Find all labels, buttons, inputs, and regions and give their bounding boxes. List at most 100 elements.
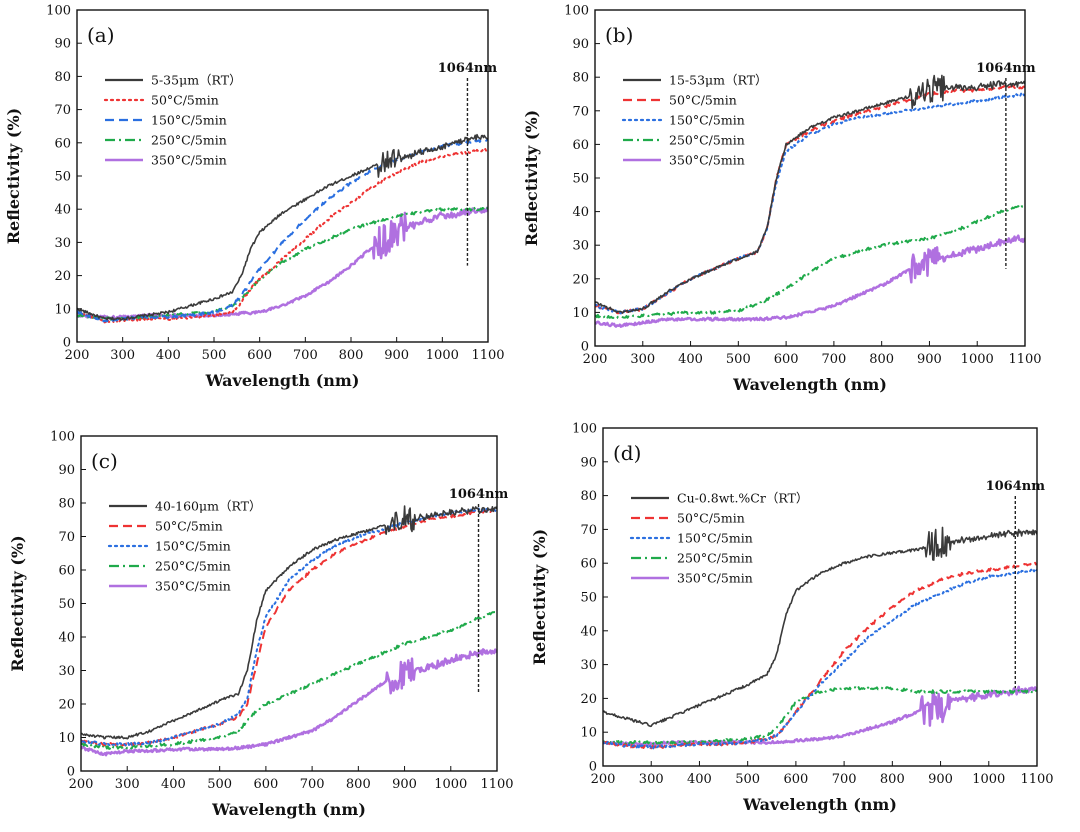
y-tick-label: 100 [572, 422, 597, 437]
series-group [595, 74, 1025, 328]
x-tick-label: 300 [110, 348, 135, 363]
y-tick-label: 10 [54, 302, 71, 317]
panel-a: 200 300 400 500 600 700 800 900 1000 1100 0 10 20 30 4… [4, 4, 505, 391]
series-line-4 [77, 206, 488, 320]
x-tick-label: 900 [928, 772, 953, 787]
series-line-0 [603, 526, 1037, 728]
legend-label-1: 50°C/5min [155, 519, 223, 534]
y-tick-label: 20 [58, 698, 75, 713]
y-tick-label: 50 [580, 591, 597, 606]
y-tick-label: 40 [572, 205, 589, 220]
x-tick-label: 600 [783, 772, 808, 787]
x-tick-label: 1100 [1020, 772, 1053, 787]
panel-b: 200 300 400 500 600 700 800 900 1000 1100 0 10 20 30 4… [522, 4, 1042, 395]
legend: 5-35μm（RT） 50°C/5min 150°C/5min 250°C/5min 3… [103, 73, 242, 168]
panel-label: (c) [91, 449, 118, 473]
x-tick-label: 400 [687, 772, 712, 787]
x-tick-label: 1100 [471, 348, 504, 363]
series-line-1 [81, 507, 497, 747]
x-tick-label: 700 [832, 772, 857, 787]
series-line-4 [603, 685, 1037, 747]
y-tick-label: 0 [67, 765, 75, 780]
panel-d: 200 300 400 500 600 700 800 900 1000 1100 0 10 20 30 4… [530, 422, 1054, 815]
x-tick-label: 1000 [972, 772, 1005, 787]
plot-frame [602, 427, 1038, 767]
plot-frame [594, 9, 1026, 347]
x-axis-title: Wavelength (nm) [732, 375, 887, 394]
x-axis-title: Wavelength (nm) [211, 800, 366, 819]
x-tick-label: 500 [207, 777, 232, 792]
legend-label-4: 350°C/5min [155, 579, 231, 594]
y-tick-label: 50 [54, 170, 71, 185]
legend: 40-160μm（RT） 50°C/5min 150°C/5min 250°C/5mi… [107, 499, 262, 594]
x-tick-label: 900 [917, 352, 942, 367]
y-tick-label: 80 [58, 497, 75, 512]
x-tick-label: 900 [392, 777, 417, 792]
x-tick-label: 200 [65, 348, 90, 363]
x-tick-label: 400 [156, 348, 181, 363]
series-line-4 [81, 648, 497, 757]
y-tick-label: 50 [572, 172, 589, 187]
legend-label-4: 350°C/5min [669, 153, 745, 168]
series-line-0 [77, 133, 488, 321]
wavelength-marker-label: 1064nm [449, 487, 509, 502]
x-tick-label: 1000 [434, 777, 467, 792]
y-axis-title: Reflectivity (%) [4, 108, 23, 244]
legend: 15-53μm（RT） 50°C/5min 150°C/5min 250°C/5min… [621, 73, 768, 168]
legend-label-0: Cu-0.8wt.%Cr（RT） [677, 491, 808, 506]
y-tick-label: 80 [580, 489, 597, 504]
x-tick-label: 900 [384, 348, 409, 363]
x-tick-label: 600 [774, 352, 799, 367]
legend-label-2: 150°C/5min [669, 113, 745, 128]
y-tick-label: 60 [58, 564, 75, 579]
legend-label-1: 50°C/5min [669, 93, 737, 108]
legend-label-0: 40-160μm（RT） [155, 499, 262, 514]
legend-label-1: 50°C/5min [677, 511, 745, 526]
legend-label-4: 350°C/5min [677, 571, 753, 586]
series-group [77, 133, 488, 324]
x-tick-label: 600 [253, 777, 278, 792]
x-tick-label: 200 [591, 772, 616, 787]
y-tick-label: 0 [589, 760, 597, 775]
x-tick-label: 1000 [426, 348, 459, 363]
y-tick-label: 20 [580, 692, 597, 707]
y-tick-label: 40 [580, 624, 597, 639]
series-group [603, 526, 1037, 750]
wavelength-marker-label: 1064nm [986, 479, 1046, 494]
y-tick-label: 0 [581, 340, 589, 355]
x-tick-label: 800 [346, 777, 371, 792]
y-tick-label: 30 [572, 239, 589, 254]
y-tick-label: 60 [572, 138, 589, 153]
y-tick-label: 40 [58, 631, 75, 646]
x-tick-label: 1100 [480, 777, 513, 792]
legend-label-2: 150°C/5min [677, 531, 753, 546]
x-tick-label: 1000 [961, 352, 994, 367]
x-axis-title: Wavelength (nm) [205, 371, 360, 390]
x-tick-label: 200 [69, 777, 94, 792]
y-tick-label: 80 [572, 71, 589, 86]
x-tick-label: 300 [630, 352, 655, 367]
plot-frame [76, 9, 489, 343]
series-line-3 [77, 206, 488, 321]
x-tick-label: 800 [339, 348, 364, 363]
legend-label-2: 150°C/5min [151, 113, 227, 128]
x-tick-label: 700 [821, 352, 846, 367]
x-tick-label: 500 [202, 348, 227, 363]
y-tick-label: 100 [50, 430, 75, 445]
panel-label: (d) [613, 441, 641, 465]
y-tick-label: 60 [580, 557, 597, 572]
x-tick-label: 400 [161, 777, 186, 792]
y-tick-label: 90 [580, 455, 597, 470]
x-tick-label: 200 [583, 352, 608, 367]
x-tick-label: 800 [869, 352, 894, 367]
x-tick-label: 300 [115, 777, 140, 792]
y-tick-label: 10 [572, 306, 589, 321]
series-line-3 [603, 685, 1037, 745]
x-tick-label: 700 [300, 777, 325, 792]
y-tick-label: 20 [572, 272, 589, 287]
y-tick-label: 90 [54, 37, 71, 52]
legend-label-3: 250°C/5min [677, 551, 753, 566]
y-tick-label: 70 [572, 104, 589, 119]
legend-label-0: 15-53μm（RT） [669, 73, 768, 88]
